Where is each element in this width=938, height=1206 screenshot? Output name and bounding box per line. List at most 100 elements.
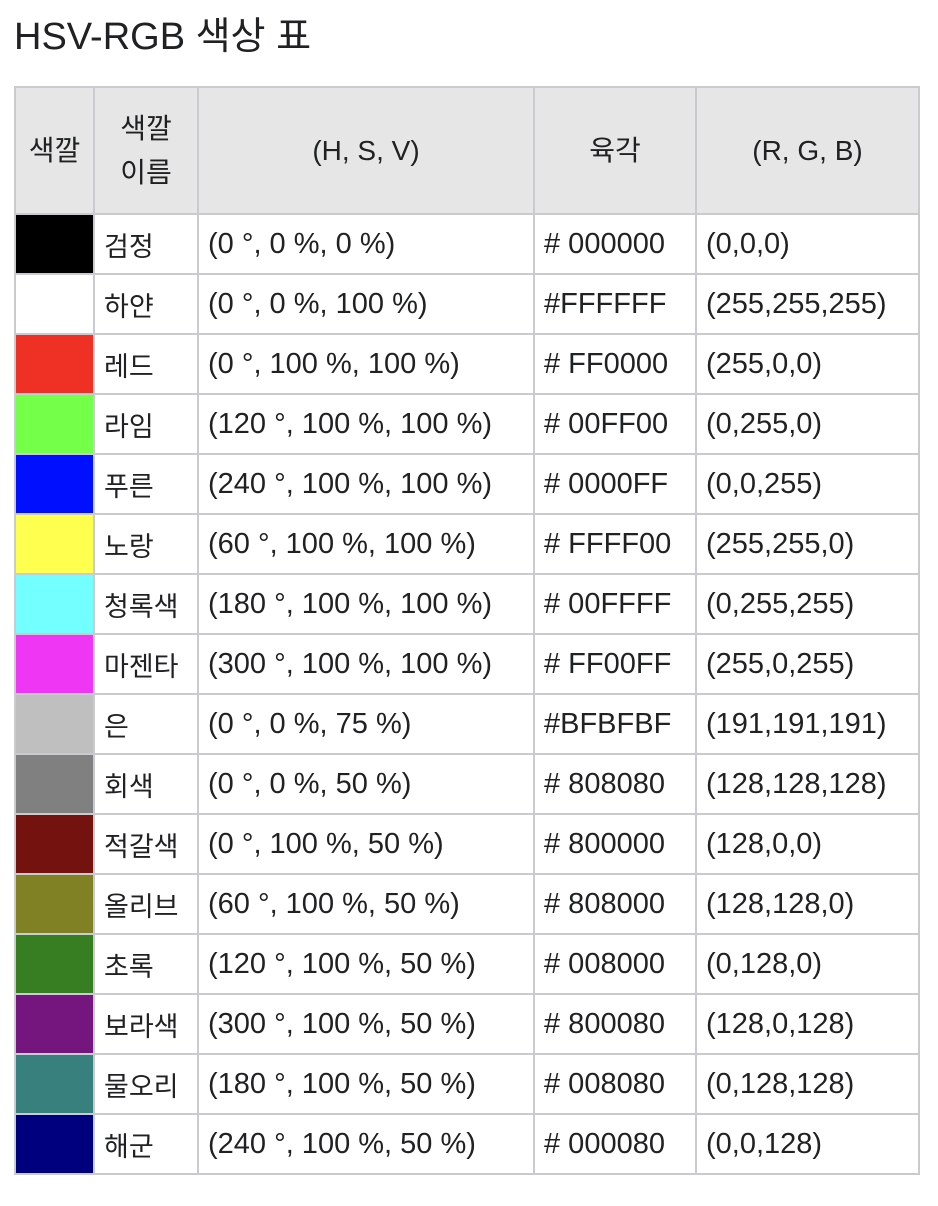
header-swatch: 색깔 [14,86,95,215]
color-name-cell: 해군 [93,1113,199,1175]
hex-cell: # 808000 [533,873,697,935]
color-swatch [14,213,95,275]
rgb-cell: (255,0,0) [695,333,920,395]
color-swatch [14,393,95,455]
hex-cell: # FF00FF [533,633,697,695]
rgb-cell: (255,255,255) [695,273,920,335]
rgb-cell: (0,0,128) [695,1113,920,1175]
hex-cell: # 800080 [533,993,697,1055]
color-name-cell: 회색 [93,753,199,815]
hsv-cell: (240 °, 100 %, 50 %) [197,1113,535,1175]
table-row: 푸른 (240 °, 100 %, 100 %) # 0000FF (0,0,255) [14,453,920,515]
color-swatch [14,513,95,575]
hex-cell: # 800000 [533,813,697,875]
header-hex: 육각 [533,86,697,215]
hsv-cell: (0 °, 0 %, 100 %) [197,273,535,335]
rgb-cell: (0,0,255) [695,453,920,515]
header-rgb: (R, G, B) [695,86,920,215]
hsv-cell: (0 °, 0 %, 50 %) [197,753,535,815]
color-swatch [14,573,95,635]
header-color-name-line1: 색깔 [120,112,172,144]
table-row: 물오리 (180 °, 100 %, 50 %) # 008080 (0,128,12… [14,1053,920,1115]
hsv-cell: (60 °, 100 %, 100 %) [197,513,535,575]
color-swatch [14,693,95,755]
color-name-cell: 레드 [93,333,199,395]
color-swatch [14,933,95,995]
rgb-cell: (255,255,0) [695,513,920,575]
color-swatch [14,993,95,1055]
hsv-cell: (300 °, 100 %, 100 %) [197,633,535,695]
header-color-name-line2: 이름 [120,156,172,188]
table-row: 하얀 (0 °, 0 %, 100 %) #FFFFFF (255,255,255) [14,273,920,335]
hex-cell: # FF0000 [533,333,697,395]
hex-cell: #FFFFFF [533,273,697,335]
color-swatch [14,813,95,875]
hsv-cell: (180 °, 100 %, 50 %) [197,1053,535,1115]
color-swatch [14,1053,95,1115]
table-row: 은 (0 °, 0 %, 75 %) #BFBFBF (191,191,191) [14,693,920,755]
rgb-cell: (0,128,128) [695,1053,920,1115]
table-row: 초록 (120 °, 100 %, 50 %) # 008000 (0,128,0) [14,933,920,995]
color-swatch [14,273,95,335]
color-table: 색깔 색깔 이름 (H, S, V) 육각 (R, G, B) 검정 (0 °, … [14,86,920,1175]
color-swatch [14,453,95,515]
table-row: 검정 (0 °, 0 %, 0 %) # 000000 (0,0,0) [14,213,920,275]
hex-cell: # 00FFFF [533,573,697,635]
hsv-cell: (300 °, 100 %, 50 %) [197,993,535,1055]
table-row: 레드 (0 °, 100 %, 100 %) # FF0000 (255,0,0) [14,333,920,395]
hex-cell: # 000080 [533,1113,697,1175]
table-row: 라임 (120 °, 100 %, 100 %) # 00FF00 (0,255,0) [14,393,920,455]
table-row: 보라색 (300 °, 100 %, 50 %) # 800080 (128,0,12… [14,993,920,1055]
hex-cell: # FFFF00 [533,513,697,575]
hsv-cell: (240 °, 100 %, 100 %) [197,453,535,515]
hsv-cell: (0 °, 100 %, 50 %) [197,813,535,875]
table-row: 마젠타 (300 °, 100 %, 100 %) # FF00FF (255,0,2… [14,633,920,695]
header-row: 색깔 색깔 이름 (H, S, V) 육각 (R, G, B) [14,86,920,215]
rgb-cell: (0,255,255) [695,573,920,635]
color-name-cell: 은 [93,693,199,755]
hex-cell: #BFBFBF [533,693,697,755]
hex-cell: # 808080 [533,753,697,815]
table-row: 회색 (0 °, 0 %, 50 %) # 808080 (128,128,128) [14,753,920,815]
hex-cell: # 008000 [533,933,697,995]
color-name-cell: 청록색 [93,573,199,635]
table-row: 해군 (240 °, 100 %, 50 %) # 000080 (0,0,128) [14,1113,920,1175]
hex-cell: # 008080 [533,1053,697,1115]
table-row: 청록색 (180 °, 100 %, 100 %) # 00FFFF (0,255,2… [14,573,920,635]
color-swatch [14,753,95,815]
hex-cell: # 0000FF [533,453,697,515]
hex-cell: # 000000 [533,213,697,275]
table-body: 검정 (0 °, 0 %, 0 %) # 000000 (0,0,0) 하얀 (0 °, … [14,213,920,1175]
rgb-cell: (255,0,255) [695,633,920,695]
color-name-cell: 노랑 [93,513,199,575]
rgb-cell: (0,128,0) [695,933,920,995]
color-name-cell: 라임 [93,393,199,455]
hsv-cell: (120 °, 100 %, 50 %) [197,933,535,995]
color-name-cell: 초록 [93,933,199,995]
color-swatch [14,633,95,695]
color-name-cell: 푸른 [93,453,199,515]
rgb-cell: (0,0,0) [695,213,920,275]
color-swatch [14,333,95,395]
hsv-cell: (0 °, 100 %, 100 %) [197,333,535,395]
rgb-cell: (128,0,0) [695,813,920,875]
rgb-cell: (128,0,128) [695,993,920,1055]
table-row: 올리브 (60 °, 100 %, 50 %) # 808000 (128,128,0… [14,873,920,935]
hsv-cell: (0 °, 0 %, 0 %) [197,213,535,275]
header-color-name: 색깔 이름 [93,86,199,215]
color-name-cell: 마젠타 [93,633,199,695]
table-row: 노랑 (60 °, 100 %, 100 %) # FFFF00 (255,255,0… [14,513,920,575]
hex-cell: # 00FF00 [533,393,697,455]
hsv-cell: (0 °, 0 %, 75 %) [197,693,535,755]
page-title: HSV-RGB 색상 표 [14,16,312,58]
color-name-cell: 하얀 [93,273,199,335]
color-name-cell: 적갈색 [93,813,199,875]
rgb-cell: (0,255,0) [695,393,920,455]
hsv-cell: (60 °, 100 %, 50 %) [197,873,535,935]
color-swatch [14,873,95,935]
color-name-cell: 물오리 [93,1053,199,1115]
rgb-cell: (128,128,0) [695,873,920,935]
rgb-cell: (128,128,128) [695,753,920,815]
color-name-cell: 검정 [93,213,199,275]
